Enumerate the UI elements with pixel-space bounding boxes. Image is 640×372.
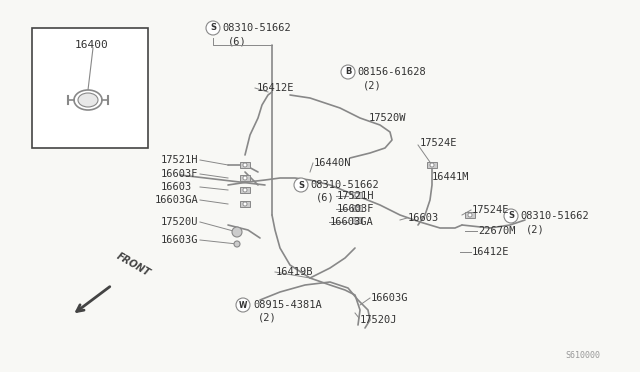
Text: 17520U: 17520U [161,217,198,227]
Bar [352,217,362,223]
Text: (2): (2) [526,224,545,234]
Text: 16603G: 16603G [371,293,408,303]
Circle shape [243,202,247,206]
Text: 17524E: 17524E [420,138,458,148]
Text: FRONT: FRONT [115,251,152,278]
Text: B: B [345,67,351,77]
Circle shape [341,65,355,79]
Bar [465,212,475,218]
Bar [352,192,362,198]
Text: 16419B: 16419B [276,267,314,277]
Text: 16603F: 16603F [337,204,374,214]
Text: W: W [239,301,247,310]
Text: 08310-51662: 08310-51662 [222,23,291,33]
Circle shape [206,21,220,35]
Circle shape [355,193,359,197]
Circle shape [504,209,518,223]
Bar [240,201,250,207]
Text: 16603: 16603 [161,182,192,192]
Text: S610000: S610000 [565,351,600,360]
Circle shape [294,178,308,192]
Bar [240,175,250,181]
Text: 08310-51662: 08310-51662 [520,211,589,221]
Text: 16412E: 16412E [257,83,294,93]
Bar [240,187,250,193]
Text: 17520J: 17520J [360,315,397,325]
Text: (2): (2) [258,313,276,323]
Bar [240,162,250,168]
Text: 08156-61628: 08156-61628 [357,67,426,77]
Bar [32,28,148,148]
Text: 16603GA: 16603GA [155,195,199,205]
Text: S: S [298,180,304,189]
Text: 16400: 16400 [75,40,109,50]
Circle shape [355,206,359,210]
Text: 16441M: 16441M [432,172,470,182]
Text: 17521H: 17521H [337,191,374,201]
Circle shape [430,163,434,167]
Text: 16603: 16603 [408,213,439,223]
Text: 17520W: 17520W [369,113,406,123]
Bar [427,162,437,168]
Text: S: S [210,23,216,32]
Circle shape [243,188,247,192]
Ellipse shape [74,90,102,110]
Text: 16603GA: 16603GA [330,217,374,227]
Text: 16603G: 16603G [161,235,198,245]
Circle shape [243,163,247,167]
Circle shape [468,213,472,217]
Text: 17524E: 17524E [472,205,509,215]
Circle shape [355,218,359,222]
Text: S: S [508,212,514,221]
Circle shape [234,241,240,247]
Text: (6): (6) [228,36,247,46]
Text: 08310-51662: 08310-51662 [310,180,379,190]
Text: (2): (2) [363,80,381,90]
Text: 16603F: 16603F [161,169,198,179]
Circle shape [243,176,247,180]
Circle shape [236,298,250,312]
Text: 16440N: 16440N [314,158,351,168]
Text: 16412E: 16412E [472,247,509,257]
Bar [352,205,362,211]
Text: (6): (6) [316,193,335,203]
Ellipse shape [78,93,98,107]
Text: 17521H: 17521H [161,155,198,165]
Circle shape [232,227,242,237]
Text: 08915-4381A: 08915-4381A [253,300,322,310]
Text: 22670M: 22670M [478,226,515,236]
